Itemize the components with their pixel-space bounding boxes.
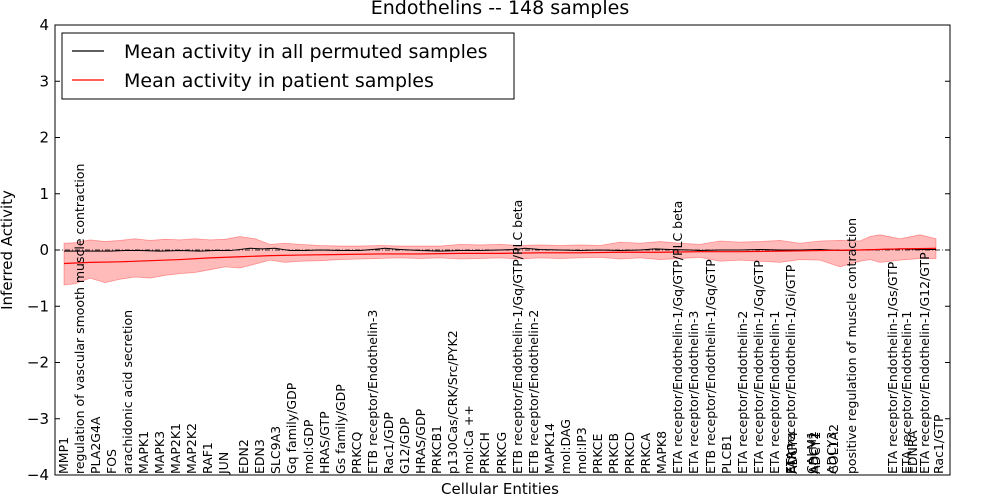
x-tick-label: SLC9A3 [268, 426, 283, 474]
x-tick-label: EDN2 [236, 439, 251, 474]
y-tick-label: −1 [27, 297, 49, 315]
x-tick-label: PLA2G4A [88, 416, 103, 474]
y-tick-label: 4 [39, 16, 49, 34]
x-tick-label: PRKCQ [349, 432, 364, 474]
x-tick-label: ETB receptor/Endothelin-1/Gq/GTP/PLC bet… [510, 200, 525, 474]
x-tick-label: regulation of vascular smooth muscle con… [72, 164, 87, 474]
x-tick-label: Gs family/GDP [333, 384, 348, 474]
y-tick-label: −2 [27, 354, 49, 372]
x-tick-label: JUN [216, 452, 231, 475]
x-tick-label: positive regulation of muscle contractio… [844, 218, 859, 474]
x-tick-label: mol:DAG [558, 419, 573, 474]
x-tick-label: PRKCD [622, 432, 637, 474]
x-tick-label: HRAS/GDP [413, 408, 428, 474]
x-tick-label: PRKCG [494, 432, 509, 474]
y-tick-label: −4 [27, 466, 49, 484]
y-tick-label: 0 [39, 241, 49, 259]
chart-title: Endothelins -- 148 samples [371, 0, 630, 19]
x-axis-label: Cellular Entities [441, 480, 559, 498]
x-tick-label: MAPK14 [542, 423, 557, 474]
x-tick-label: ETA receptor/Endothelin-1 [767, 311, 782, 474]
patient-mean-line [63, 247, 937, 265]
x-tick-label: mol:IP3 [574, 427, 589, 474]
x-tick-label: MAPK8 [654, 431, 669, 474]
plot-area: −4 −3 −2 −1 0 1 2 3 4 MMP1 regulation of vascular … [27, 16, 951, 484]
x-tick-label: PLCB1 [719, 434, 734, 474]
patient-spread-band [63, 234, 937, 286]
x-tick-label: mol:Ca ++ [461, 405, 476, 474]
y-tick-label: 1 [39, 185, 49, 203]
x-tick-label: CALM1 [804, 431, 819, 474]
x-tick-label: MMP1 [56, 437, 71, 474]
x-tick-label: EDN3 [252, 439, 267, 474]
legend-box [61, 32, 515, 100]
x-tick-label: p130Cas/CRK/Src/PYK2 [445, 330, 460, 474]
x-tick-label: PRKCA [638, 433, 653, 474]
x-tick-label: ETA receptor/Endothelin-1/Gq/GTP/PLC bet… [670, 201, 685, 474]
x-tick-label: ADCY4 [785, 432, 800, 474]
x-tick-label: COL1A2 [826, 424, 841, 474]
x-tick-label: mol:GDP [301, 419, 316, 474]
x-tick-label: FOS [104, 449, 119, 474]
x-tick-label: ETA receptor/Endothelin-1/G12/GTP [917, 252, 932, 474]
x-tick-label: ETA receptor/Endothelin-1/Gq/GTP [751, 260, 766, 474]
x-tick-label: Gq family/GDP [284, 382, 299, 474]
x-tick-label: ETA receptor/Endothelin-2 [735, 311, 750, 474]
x-tick-label: ETA receptor/Endothelin-1 [899, 311, 914, 474]
y-tick-label: 2 [39, 129, 49, 147]
permuted-mean-line [64, 247, 936, 252]
x-tick-label: FARP [784, 443, 799, 474]
x-tick-label: ETB receptor/Endothelin-2 [526, 310, 541, 474]
legend-label: Mean activity in all permuted samples [124, 41, 487, 63]
x-tick-label: HRAS/GTP [317, 411, 332, 474]
x-tick-label: ADCY1 [808, 432, 823, 474]
legend: Mean activity in all permuted samples Mea… [61, 32, 515, 100]
x-tick-label: RAF1 [200, 442, 215, 474]
x-tick-label: ETA receptor/Endothelin-1/Gi/GTP [783, 264, 798, 474]
x-tick-label: PRKCB [606, 433, 621, 474]
x-tick-label: Rac1/GTP [931, 414, 946, 474]
x-tick-label: ETB receptor/Endothelin-1/Gq/GTP [703, 259, 718, 474]
x-tick-label: ETA receptor/Endothelin-1/Gs/GTP [885, 261, 900, 474]
x-tick-label: EDNRA [905, 430, 920, 474]
y-tick-label: −3 [27, 410, 49, 428]
x-tick-label: MAPK1 [136, 431, 151, 474]
x-tick-label: MAP2K1 [168, 423, 183, 474]
x-tick-label: ETA receptor/Endothelin-3 [686, 311, 701, 474]
x-tick-label: ADCY3 [824, 432, 839, 474]
x-tick-label: PRKCE [590, 434, 605, 474]
x-tick-label: G12/GDP [397, 417, 412, 474]
y-axis-label: Inferred Activity [0, 190, 16, 310]
x-tick-label: arachidonic acid secretion [120, 310, 135, 474]
x-tick-label: ETB receptor/Endothelin-3 [365, 310, 380, 474]
x-tick-label: MAPK3 [152, 431, 167, 474]
y-tick-label: 3 [39, 72, 49, 90]
legend-label: Mean activity in patient samples [124, 70, 434, 92]
x-tick-label: Rac1/GDP [381, 412, 396, 474]
x-tick-label: MAP2K2 [184, 423, 199, 474]
x-tick-label: PRKCB1 [429, 425, 444, 474]
x-tick-label: ADCY2 [806, 432, 821, 474]
x-tick-label: PRKCH [477, 432, 492, 474]
